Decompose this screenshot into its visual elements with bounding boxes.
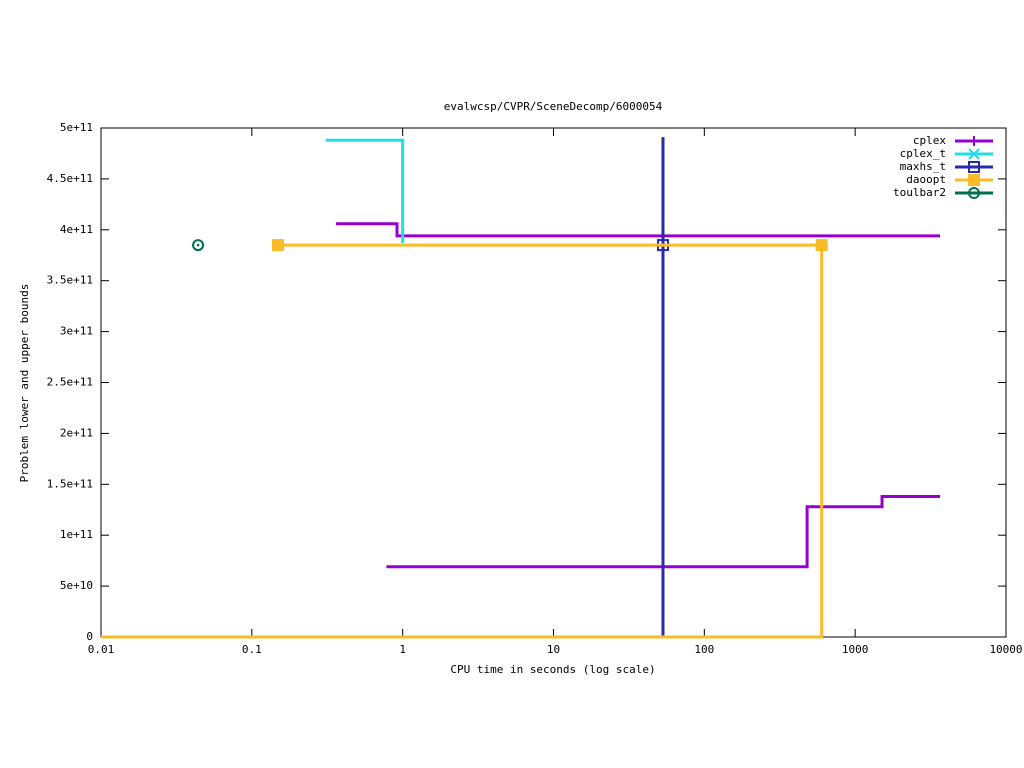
legend-label: daoopt — [906, 173, 946, 186]
legend-label: cplex_t — [900, 147, 946, 160]
y-tick-label: 4.5e+11 — [47, 172, 93, 185]
x-tick-label: 10 — [547, 643, 560, 656]
marker — [192, 239, 205, 252]
marker — [271, 239, 284, 252]
marker — [969, 136, 979, 146]
x-tick-label: 1 — [399, 643, 406, 656]
marker-shape — [968, 161, 980, 173]
x-axis-label: CPU time in seconds (log scale) — [450, 663, 655, 676]
series-line — [325, 138, 405, 244]
x-tick-label: 10000 — [989, 643, 1022, 656]
y-tick-label: 1.5e+11 — [47, 477, 93, 490]
marker — [968, 187, 980, 199]
marker — [815, 239, 828, 252]
y-tick-label: 5e+10 — [60, 579, 93, 592]
y-tick-label: 3e+11 — [60, 325, 93, 338]
legend-label: toulbar2 — [893, 186, 946, 199]
marker — [968, 161, 980, 173]
plot-border — [100, 127, 1007, 638]
marker-shape — [968, 148, 980, 160]
x-tick-label: 0.1 — [242, 643, 262, 656]
marker-shape — [968, 187, 980, 199]
marker-shape — [968, 174, 980, 186]
series-line — [335, 222, 941, 569]
legend-label: maxhs_t — [900, 160, 946, 173]
marker-shape — [815, 239, 828, 252]
y-tick-label: 1e+11 — [60, 528, 93, 541]
chart-title: evalwcsp/CVPR/SceneDecomp/6000054 — [444, 100, 663, 113]
y-tick-label: 2.5e+11 — [47, 376, 93, 389]
y-tick-label: 0 — [86, 630, 93, 643]
series-line — [101, 243, 824, 639]
y-axis-label: Problem lower and upper bounds — [18, 284, 31, 483]
legend-label: cplex — [913, 134, 946, 147]
y-tick-label: 5e+11 — [60, 121, 93, 134]
x-tick-label: 1000 — [842, 643, 869, 656]
x-tick-label: 0.01 — [88, 643, 115, 656]
y-tick-label: 3.5e+11 — [47, 274, 93, 287]
marker-shape — [972, 191, 976, 195]
y-tick-label: 4e+11 — [60, 223, 93, 236]
x-tick-label: 100 — [694, 643, 714, 656]
marker — [968, 148, 980, 160]
marker — [968, 174, 980, 186]
marker-shape — [271, 239, 284, 252]
y-tick-label: 2e+11 — [60, 426, 93, 439]
marker-shape — [196, 243, 200, 247]
marker-shape — [969, 136, 979, 146]
marker-shape — [192, 239, 205, 252]
